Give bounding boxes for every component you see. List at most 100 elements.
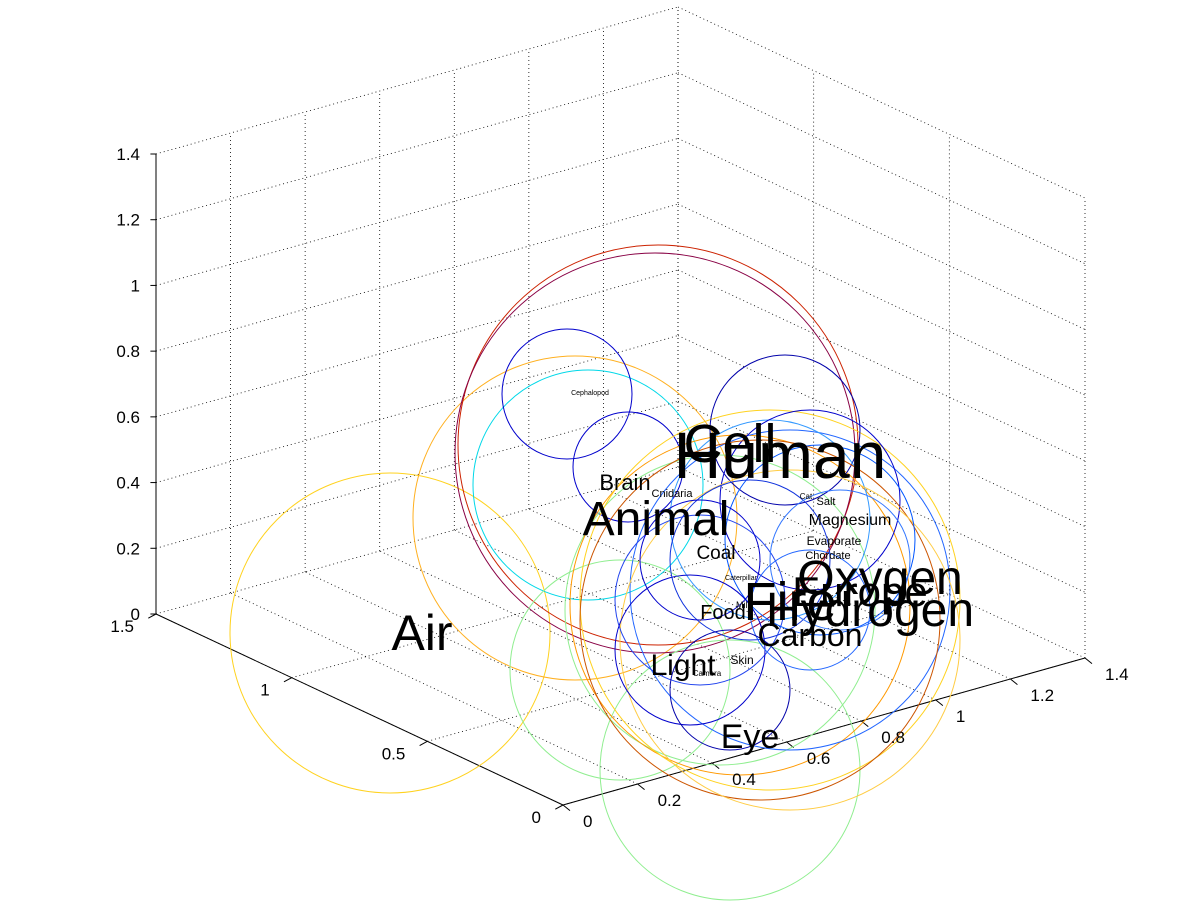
bubble-label: Magnesium [809, 512, 892, 529]
bubble [572, 411, 684, 523]
grid-line [155, 138, 679, 286]
x-tick-label: 1.4 [1105, 665, 1129, 684]
grid-line [677, 203, 1086, 396]
x-tick-label: 0.8 [881, 728, 905, 747]
grid-line [677, 335, 1086, 527]
bubble [412, 355, 738, 681]
grid-line [454, 529, 862, 722]
z-tick-label: 0.4 [116, 474, 140, 493]
tick-mark [1010, 678, 1018, 685]
z-tick-label: 1.2 [116, 211, 140, 230]
bubble-label: Light [650, 649, 716, 682]
bubble-label: Cell [683, 414, 776, 474]
bubble [719, 409, 901, 591]
tick-mark [935, 699, 944, 706]
bubble [472, 369, 704, 601]
tick-mark [637, 783, 645, 790]
grid-line [677, 269, 1086, 462]
x-axis-line [562, 657, 1086, 806]
tick-labels: 00.20.40.60.811.21.400.511.500.20.40.60.… [110, 145, 1128, 831]
y-tick-label: 0 [532, 808, 541, 827]
grid-line [379, 550, 787, 743]
bubble-label: Europe [792, 568, 927, 615]
bubble-label: Milk [736, 600, 752, 610]
bubble-label: Fire [744, 572, 837, 632]
grid-line [230, 592, 638, 785]
z-tick-label: 1.4 [116, 145, 140, 164]
bubble [501, 328, 633, 460]
bubble [614, 514, 786, 686]
bubble-label: Caterpillar [725, 575, 758, 582]
z-tick-label: 0.8 [116, 342, 140, 361]
y-tick-label: 0.5 [382, 744, 406, 763]
bubble [769, 489, 911, 631]
bubble-label: Cnidaria [652, 488, 694, 500]
tick-mark [148, 613, 157, 619]
grid-line [155, 203, 679, 352]
bubble-label: Salt [817, 496, 836, 508]
bubble [569, 434, 911, 776]
x-tick-label: 0.6 [807, 749, 831, 768]
bubble [579, 439, 941, 801]
grid-line [304, 571, 713, 764]
grid-lines [155, 6, 1086, 806]
tick-mark [555, 804, 564, 810]
bubble-label: Animal [583, 493, 730, 546]
y-tick-label: 1.5 [110, 617, 134, 636]
bubble-label: Hydrogen [766, 584, 974, 637]
bubble-label: Cat [800, 492, 813, 501]
bubble-label: Camera [693, 669, 722, 678]
bubble [454, 252, 856, 654]
bubble-label: Chordate [805, 550, 850, 562]
x-tick-label: 1 [956, 707, 965, 726]
bubble-label: Food [700, 602, 746, 624]
z-tick-label: 0 [131, 605, 140, 624]
bubble [669, 629, 791, 751]
grid-line [677, 466, 1086, 659]
grid-line [528, 508, 937, 701]
bubble-label: Oxygen [797, 552, 962, 605]
bubble-label: Skin [730, 653, 753, 667]
bubble [509, 559, 731, 781]
bubble-label: Human [674, 418, 887, 492]
bubble [629, 429, 951, 751]
tick-mark [562, 804, 571, 811]
z-tick-label: 1 [131, 276, 140, 295]
tick-mark [711, 762, 720, 769]
tick-mark [283, 677, 292, 683]
tick-mark [1084, 657, 1093, 664]
z-tick-label: 0.2 [116, 539, 140, 558]
bubble-label: Brain [599, 470, 650, 495]
bubble [229, 472, 551, 794]
bubble [619, 469, 961, 811]
x-tick-label: 0.2 [658, 791, 682, 810]
x-tick-label: 0.4 [732, 770, 756, 789]
grid-line [677, 6, 1086, 199]
bubble-label: Air [391, 605, 452, 661]
bubble-label: Coal [696, 543, 735, 564]
bubble-label: Evaporate [807, 534, 862, 548]
bubble-label: Eye [721, 718, 780, 756]
bubble [639, 499, 761, 621]
bubble [709, 354, 861, 506]
bubble-label: Cephalopod [571, 390, 609, 397]
y-tick-label: 1 [260, 681, 269, 700]
bubble [724, 444, 916, 636]
x-tick-label: 1.2 [1030, 686, 1054, 705]
tick-mark [860, 720, 869, 727]
bubbles [229, 244, 961, 901]
bubble [749, 549, 871, 671]
bubble-label: Carbon [758, 617, 863, 653]
grid-line [677, 138, 1086, 330]
bubble [579, 409, 961, 791]
z-tick-label: 0.6 [116, 408, 140, 427]
axis-lines [148, 153, 1093, 811]
grid-line [155, 72, 679, 221]
bubble [564, 454, 876, 766]
grid-line [155, 6, 679, 155]
y-axis-line [155, 613, 564, 806]
grid-line [677, 72, 1086, 265]
x-tick-label: 0 [583, 812, 592, 831]
